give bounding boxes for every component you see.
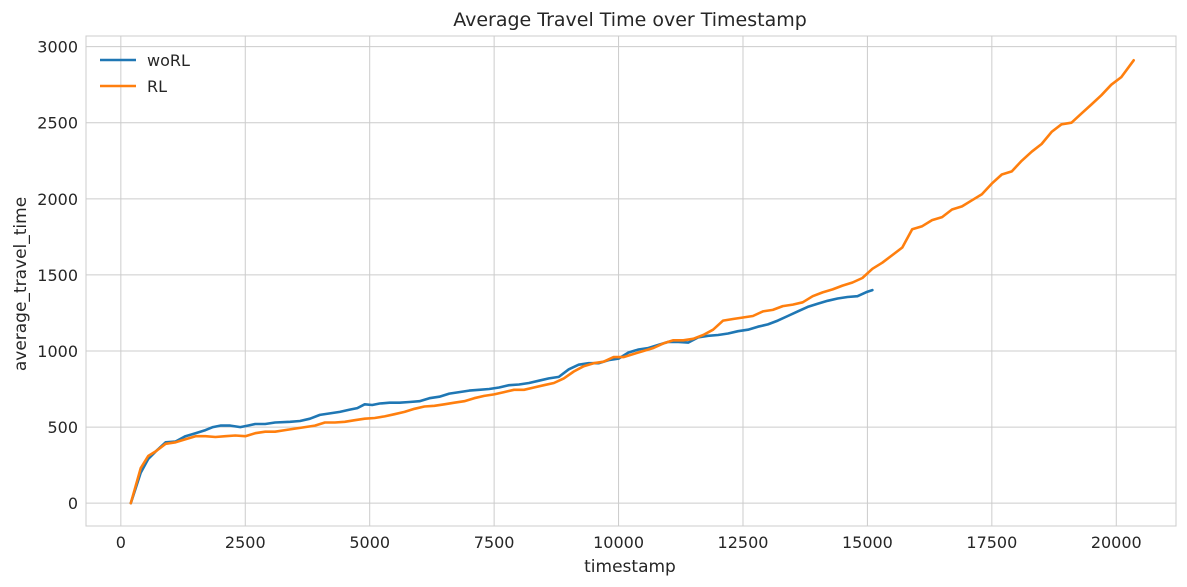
plot-frame — [85, 35, 1177, 527]
x-tick-label: 0 — [116, 533, 126, 552]
y-tick-label: 0 — [68, 494, 78, 513]
chart-title: Average Travel Time over Timestamp — [453, 9, 807, 31]
x-tick-label: 10000 — [593, 533, 644, 552]
x-tick-label: 12500 — [718, 533, 769, 552]
series-line-rl — [129, 59, 1135, 505]
x-tick-label: 17500 — [966, 533, 1017, 552]
x-axis-label: timestamp — [584, 557, 676, 577]
y-axis-label: average_travel_time — [11, 197, 31, 371]
grid — [86, 36, 1176, 526]
x-tick-label: 5000 — [349, 533, 390, 552]
y-tick-label: 3000 — [37, 38, 78, 57]
legend: woRL RL — [100, 51, 190, 96]
x-tick-label: 15000 — [842, 533, 893, 552]
legend-label-worl: woRL — [147, 51, 190, 70]
x-tick-label: 7500 — [474, 533, 515, 552]
y-tick-label: 500 — [47, 418, 78, 437]
series-line-worl — [129, 288, 874, 505]
y-tick-label: 2000 — [37, 190, 78, 209]
y-tick-label: 1500 — [37, 266, 78, 285]
x-axis-ticks: 0 2500 5000 7500 10000 12500 15000 17500 20000 — [116, 533, 1142, 552]
x-tick-label: 20000 — [1091, 533, 1142, 552]
y-tick-label: 1000 — [37, 342, 78, 361]
y-axis-ticks: 0 500 1000 1500 2000 2500 3000 — [37, 38, 78, 514]
x-tick-label: 2500 — [225, 533, 266, 552]
legend-label-rl: RL — [147, 77, 167, 96]
y-tick-label: 2500 — [37, 114, 78, 133]
series-lines — [129, 59, 1135, 505]
